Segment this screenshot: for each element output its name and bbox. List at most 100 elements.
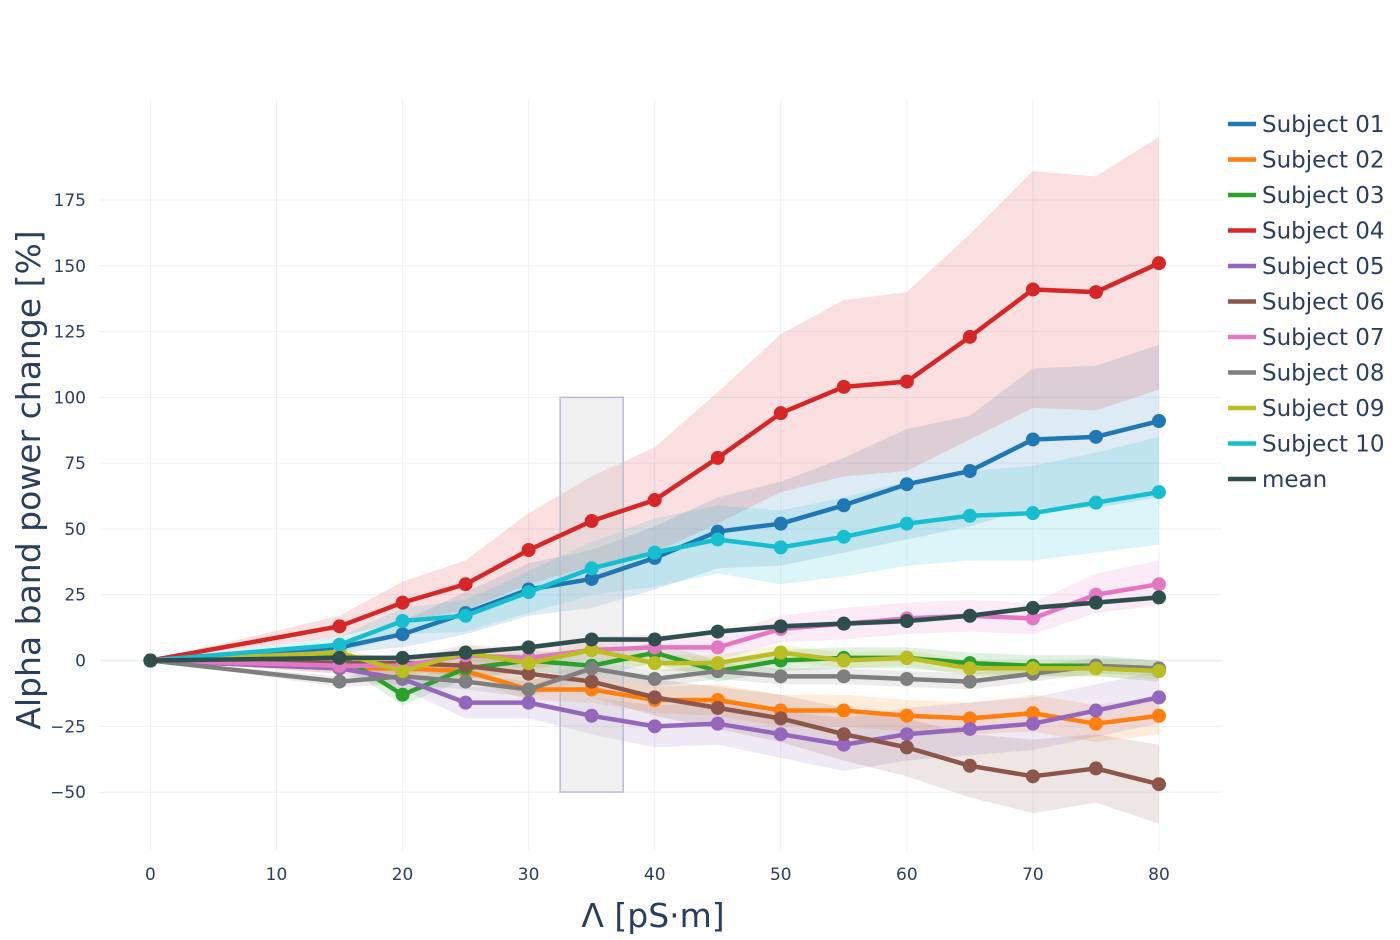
data-point	[395, 650, 410, 665]
x-tick-label: 30	[518, 865, 540, 885]
data-point	[1025, 611, 1040, 626]
data-point	[773, 727, 788, 742]
data-point	[458, 658, 473, 673]
x-tick-label: 70	[1022, 865, 1044, 885]
data-point	[710, 450, 725, 465]
data-point	[521, 656, 536, 671]
legend-label: Subject 10	[1262, 432, 1385, 458]
data-point	[962, 661, 977, 676]
data-point	[899, 671, 914, 686]
data-point	[773, 711, 788, 726]
data-point	[836, 616, 851, 631]
data-point	[962, 711, 977, 726]
legend-item[interactable]: Subject 10	[1228, 432, 1385, 458]
data-point	[1151, 708, 1166, 723]
legend-label: Subject 01	[1262, 112, 1385, 138]
data-point	[962, 674, 977, 689]
legend-label: Subject 08	[1262, 361, 1385, 387]
data-point	[773, 645, 788, 660]
data-point	[521, 640, 536, 655]
data-point	[1025, 661, 1040, 676]
data-point	[647, 719, 662, 734]
data-point	[395, 664, 410, 679]
x-tick-label: 0	[145, 865, 156, 885]
data-point	[836, 703, 851, 718]
data-point	[1025, 600, 1040, 615]
highlight-region	[559, 396, 624, 793]
data-point	[1151, 577, 1166, 592]
data-point	[521, 695, 536, 710]
data-point	[1088, 661, 1103, 676]
data-point	[647, 493, 662, 507]
data-point	[584, 632, 599, 647]
data-point	[143, 653, 158, 668]
x-tick-label: 20	[392, 865, 414, 885]
data-point	[899, 708, 914, 723]
legend-item[interactable]: Subject 01	[1228, 112, 1385, 138]
data-point	[332, 619, 347, 634]
data-point	[1151, 664, 1166, 679]
data-point	[1088, 429, 1103, 444]
y-tick-label: 0	[75, 652, 86, 672]
data-point	[521, 585, 536, 600]
data-point	[584, 514, 599, 529]
legend-item[interactable]: Subject 05	[1228, 254, 1385, 280]
legend-label: Subject 03	[1262, 183, 1385, 209]
legend-item[interactable]: Subject 09	[1228, 396, 1385, 422]
y-tick-label: 25	[64, 586, 86, 606]
y-tick-label: 50	[64, 520, 86, 540]
series-lines	[143, 256, 1166, 792]
data-point	[584, 661, 599, 676]
data-point	[395, 595, 410, 610]
data-point	[647, 656, 662, 671]
y-axis-title: Alpha band power change [%]	[9, 230, 48, 729]
data-point	[962, 508, 977, 523]
data-point	[899, 614, 914, 629]
data-point	[458, 608, 473, 623]
legend-label: mean	[1262, 467, 1327, 493]
legend-item[interactable]: Subject 06	[1228, 290, 1385, 316]
legend-item[interactable]: Subject 03	[1228, 183, 1385, 209]
data-point	[710, 624, 725, 639]
legend-item[interactable]: Subject 08	[1228, 361, 1385, 387]
series-group	[143, 653, 1166, 752]
data-point	[647, 632, 662, 647]
data-point	[1088, 716, 1103, 731]
data-point	[584, 643, 599, 657]
legend-item[interactable]: Subject 02	[1228, 148, 1385, 174]
data-point	[1025, 769, 1040, 784]
data-point	[458, 577, 473, 592]
data-point	[899, 650, 914, 665]
data-point	[773, 619, 788, 634]
legend-label: Subject 09	[1262, 396, 1385, 422]
legend-item[interactable]: mean	[1228, 467, 1327, 493]
legend-item[interactable]: Subject 04	[1228, 219, 1385, 245]
legend-label: Subject 04	[1262, 219, 1385, 245]
data-point	[1088, 761, 1103, 776]
x-tick-label: 80	[1148, 865, 1170, 885]
data-point	[1151, 256, 1166, 271]
x-tick-label: 60	[896, 865, 918, 885]
series-group	[143, 485, 1166, 668]
data-point	[836, 669, 851, 684]
data-point	[458, 695, 473, 710]
data-point	[647, 671, 662, 686]
data-point	[773, 406, 788, 421]
data-point	[647, 545, 662, 560]
y-tick-label: −50	[50, 783, 86, 803]
legend-label: Subject 05	[1262, 254, 1385, 280]
data-point	[1025, 432, 1040, 447]
y-tick-label: −25	[50, 717, 86, 737]
highlight-rect	[559, 396, 624, 793]
data-point	[395, 687, 410, 702]
x-axis-title: Λ [pS·m]	[581, 896, 724, 935]
data-point	[1151, 485, 1166, 500]
data-point	[962, 329, 977, 344]
confidence-band	[150, 655, 1159, 824]
y-tick-label: 150	[54, 257, 86, 277]
data-point	[1088, 285, 1103, 300]
series-group	[143, 256, 1166, 668]
legend-label: Subject 02	[1262, 148, 1385, 174]
legend-item[interactable]: Subject 07	[1228, 325, 1385, 351]
